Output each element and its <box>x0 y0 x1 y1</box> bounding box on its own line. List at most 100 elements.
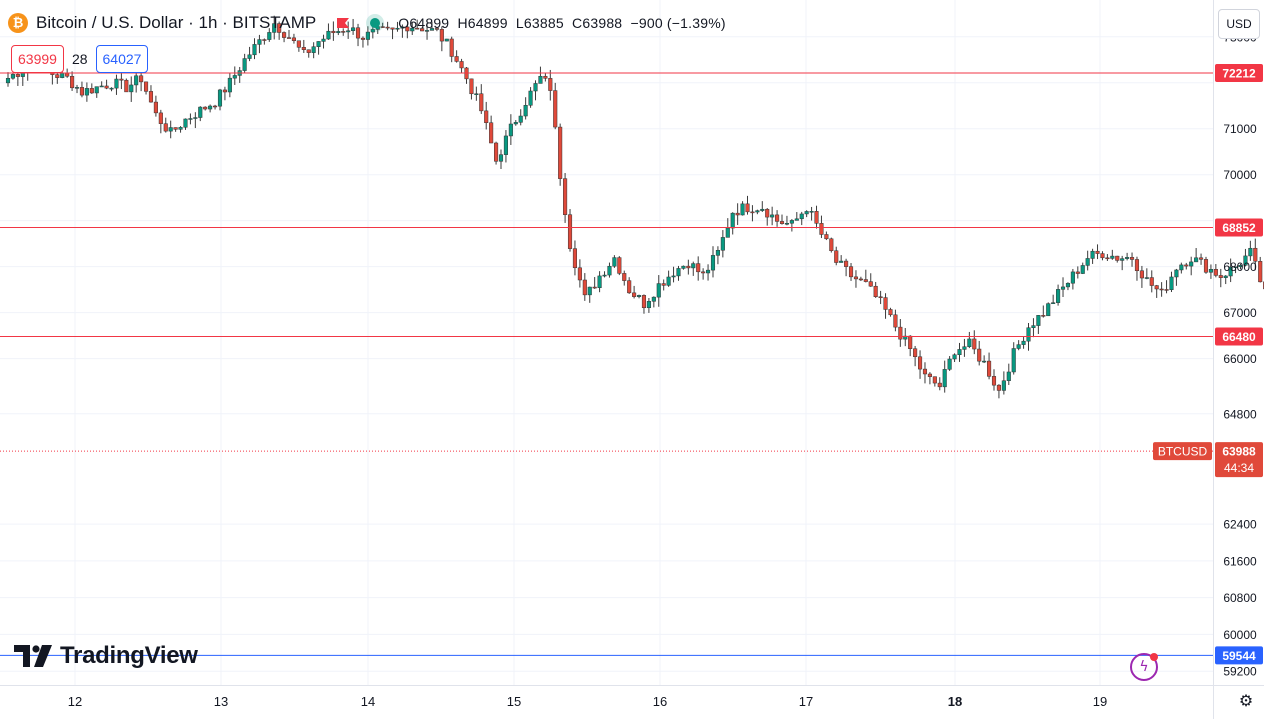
candle-up <box>533 83 538 92</box>
time-tick-label: 14 <box>361 694 375 709</box>
flag-icon[interactable] <box>336 17 350 29</box>
candle-up <box>1233 266 1238 268</box>
low-value: 63885 <box>523 15 564 31</box>
candle-down <box>1154 285 1159 290</box>
candle-up <box>651 296 656 302</box>
gear-icon[interactable]: ⚙ <box>1238 690 1254 710</box>
candle-up <box>799 213 804 220</box>
level-label-bg <box>1215 646 1263 665</box>
candle-up <box>947 358 952 370</box>
open-label: O <box>398 15 410 31</box>
price-tick-label: 60000 <box>1223 628 1257 642</box>
candle-up <box>967 338 972 347</box>
candle-up <box>523 105 528 117</box>
tradingview-logo-text: TradingView <box>60 642 198 669</box>
candle-up <box>1001 380 1006 391</box>
candle-up <box>607 265 612 276</box>
candle-up <box>1016 344 1021 349</box>
candle-down <box>918 356 923 370</box>
candle-down <box>829 238 834 251</box>
candle-down <box>888 309 893 316</box>
candle-up <box>242 58 247 71</box>
price-tick-label: 62400 <box>1223 518 1257 532</box>
candle-down <box>449 38 454 57</box>
candle-down <box>173 127 178 130</box>
candle-up <box>1080 265 1085 274</box>
level-label: 68852 <box>1222 221 1256 235</box>
candle-down <box>745 203 750 213</box>
time-tick-label: 17 <box>799 694 813 709</box>
notification-dot <box>1150 653 1158 661</box>
candle-up <box>1065 282 1071 288</box>
candle-up <box>1060 286 1066 290</box>
candle-up <box>1051 302 1056 304</box>
candle-up <box>587 286 592 296</box>
symbol-title[interactable]: Bitcoin / U.S. Dollar · 1h · BITSTAMP <box>36 13 317 32</box>
candle-up <box>612 257 617 267</box>
candle-down <box>1075 271 1080 274</box>
candle-up <box>1194 257 1199 263</box>
candle-down <box>1213 269 1218 276</box>
candle-up <box>706 269 711 274</box>
level-label-bg <box>1215 218 1263 237</box>
candle-up <box>1110 255 1115 259</box>
candle-down <box>898 326 903 340</box>
candle-up <box>84 88 89 96</box>
candle-down <box>592 286 597 289</box>
price-tick-label: 70000 <box>1223 168 1257 182</box>
candle-down <box>701 271 706 274</box>
candle-down <box>65 73 70 77</box>
level-label-bg <box>1215 327 1263 346</box>
candle-down <box>765 208 770 218</box>
price-tick-label: 66000 <box>1223 352 1257 366</box>
candle-up <box>178 127 183 130</box>
candle-up <box>188 118 193 120</box>
buy-price-button[interactable]: 64027 <box>95 45 149 73</box>
candle-down <box>563 178 568 215</box>
candle-down <box>853 276 859 280</box>
candle-down <box>987 360 992 377</box>
candle-down <box>622 273 627 281</box>
candle-up <box>710 255 716 271</box>
candle-down <box>277 23 282 33</box>
close-label: C <box>572 15 583 31</box>
sell-price-button[interactable]: 63999 <box>11 45 64 73</box>
candle-up <box>346 30 351 33</box>
candle-up <box>538 75 543 84</box>
high-value: 64899 <box>467 15 508 31</box>
candle-up <box>1026 327 1031 342</box>
candle-down <box>567 214 573 249</box>
currency-button[interactable]: USD <box>1218 9 1260 39</box>
candle-down <box>262 39 267 41</box>
lightning-icon[interactable]: ϟ <box>1130 653 1158 681</box>
candle-down <box>632 292 637 297</box>
candle-up <box>1179 264 1184 271</box>
candle-down <box>641 295 647 309</box>
candle-up <box>1031 325 1036 328</box>
candle-down <box>1105 257 1110 260</box>
candle-down <box>405 26 410 32</box>
candle-up <box>183 118 188 128</box>
last-price-label-bg <box>1215 442 1263 478</box>
candle-down <box>494 142 499 162</box>
candle-down <box>1203 259 1209 273</box>
candle-down <box>1218 275 1223 278</box>
candle-up <box>1228 266 1233 277</box>
candle-up <box>272 23 277 33</box>
candle-up <box>730 212 735 229</box>
candle-down <box>390 27 395 30</box>
candle-up <box>129 84 134 93</box>
candle-down <box>558 126 563 179</box>
candle-up <box>1070 271 1075 284</box>
candle-down <box>908 335 913 349</box>
candle-up <box>474 93 479 95</box>
tradingview-logo: TradingView <box>14 642 198 670</box>
candle-up <box>365 31 370 40</box>
candle-down <box>661 283 666 286</box>
price-tick-label: 61600 <box>1223 554 1257 568</box>
candle-up <box>1021 340 1026 345</box>
candle-down <box>863 279 868 282</box>
candle-up <box>257 39 262 45</box>
candle-down <box>331 30 336 34</box>
